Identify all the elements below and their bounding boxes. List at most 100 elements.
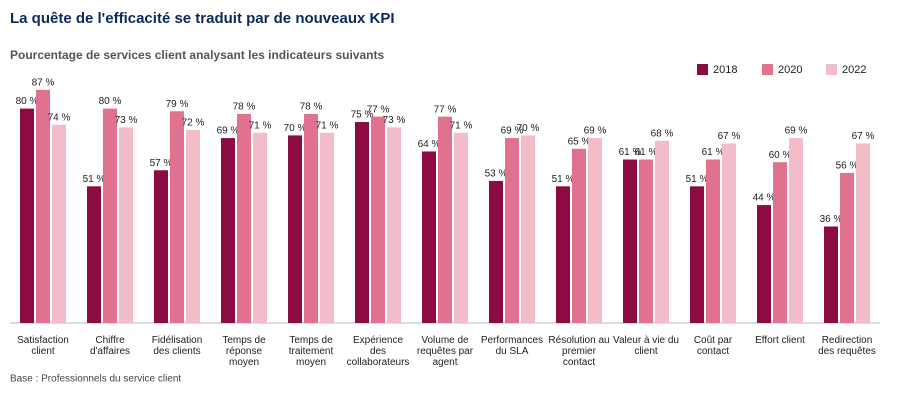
value-label: 53 %	[485, 169, 508, 180]
legend-label: 2022	[842, 64, 866, 76]
bar	[856, 143, 870, 323]
bar	[623, 159, 637, 323]
bar	[722, 143, 736, 323]
bar	[253, 132, 267, 323]
value-label: 71 %	[249, 120, 272, 131]
x-tick-label: Valeur à vie du client	[613, 335, 679, 357]
x-tick-label: Temps de traitement moyen	[288, 335, 334, 368]
chart-subtitle: Pourcentage de services client analysant…	[10, 48, 384, 62]
bar	[304, 113, 318, 324]
value-label: 78 %	[300, 102, 323, 113]
bar	[489, 180, 503, 323]
value-label: 80 %	[16, 96, 39, 107]
x-tick-label: Performances du SLA	[480, 335, 544, 357]
value-label: 77 %	[367, 104, 390, 115]
value-label: 61 %	[619, 147, 642, 158]
bar	[690, 186, 704, 323]
bar	[655, 140, 669, 323]
bar	[170, 111, 184, 323]
bar	[588, 138, 602, 323]
bar	[52, 124, 66, 324]
value-label: 57 %	[150, 158, 173, 169]
value-label: 69 %	[584, 126, 607, 137]
bar	[20, 108, 34, 323]
value-label: 73 %	[383, 115, 406, 126]
value-label: 74 %	[48, 112, 71, 123]
bar	[36, 89, 50, 323]
value-label: 61 %	[702, 147, 725, 158]
value-label: 61 %	[635, 147, 658, 158]
bar	[438, 116, 452, 323]
x-tick-label: Effort client	[755, 335, 805, 346]
value-label: 64 %	[418, 139, 441, 150]
bar	[320, 132, 334, 323]
bar	[773, 162, 787, 323]
x-tick-label: Satisfaction client	[17, 335, 69, 357]
value-label: 51 %	[686, 174, 709, 185]
bar	[505, 138, 519, 323]
value-label: 75 %	[351, 110, 374, 121]
bar	[422, 151, 436, 323]
value-label: 51 %	[552, 174, 575, 185]
value-label: 67 %	[718, 131, 741, 142]
bar	[371, 116, 385, 323]
bar	[556, 186, 570, 323]
bar	[288, 135, 302, 323]
bar	[119, 127, 133, 323]
value-label: 72 %	[182, 118, 205, 129]
x-tick-label: Expérience des collaborateurs	[346, 335, 410, 368]
legend-swatch	[762, 64, 773, 75]
chart-title: La quête de l'efficacité se traduit par …	[10, 10, 395, 27]
bar	[186, 130, 200, 323]
x-tick-label: Coût par contact	[693, 335, 733, 357]
bar	[387, 127, 401, 323]
value-label: 36 %	[820, 214, 843, 225]
bar	[521, 135, 535, 323]
value-label: 69 %	[501, 126, 524, 137]
legend-swatch	[697, 64, 708, 75]
value-label: 87 %	[32, 77, 55, 88]
legend-label: 2020	[778, 64, 802, 76]
value-label: 67 %	[852, 131, 875, 142]
value-label: 44 %	[753, 193, 776, 204]
value-label: 68 %	[651, 128, 674, 139]
legend-label: 2018	[713, 64, 737, 76]
value-label: 77 %	[434, 104, 457, 115]
x-tick-label: Résolution au premier contact	[548, 335, 610, 368]
value-label: 71 %	[316, 120, 339, 131]
x-tick-label: Volume de requêtes par agent	[416, 335, 474, 368]
bar	[154, 170, 168, 323]
bar	[454, 132, 468, 323]
bar	[572, 148, 586, 323]
bar	[103, 108, 117, 323]
value-label: 78 %	[233, 102, 256, 113]
value-label: 80 %	[99, 96, 122, 107]
bar	[237, 113, 251, 324]
value-label: 51 %	[83, 174, 106, 185]
bar	[355, 122, 369, 323]
value-label: 71 %	[450, 120, 473, 131]
bar	[706, 159, 720, 323]
bar	[824, 226, 838, 323]
x-tick-label: Redirection des requêtes	[818, 335, 876, 357]
value-label: 65 %	[568, 136, 591, 147]
bar	[639, 159, 653, 323]
value-label: 69 %	[785, 126, 808, 137]
x-tick-label: Chiffre d'affaires	[89, 335, 131, 357]
value-label: 69 %	[217, 126, 240, 137]
value-label: 60 %	[769, 150, 792, 161]
legend-swatch	[826, 64, 837, 75]
x-tick-label: Temps de réponse moyen	[222, 335, 266, 368]
value-label: 73 %	[115, 115, 138, 126]
value-label: 56 %	[836, 161, 859, 172]
x-tick-label: Fidélisation des clients	[151, 335, 203, 357]
value-label: 79 %	[166, 99, 189, 110]
bar	[757, 205, 771, 323]
bar	[840, 172, 854, 323]
bar	[221, 138, 235, 323]
bar	[789, 138, 803, 323]
value-label: 70 %	[517, 123, 540, 134]
value-label: 70 %	[284, 123, 307, 134]
